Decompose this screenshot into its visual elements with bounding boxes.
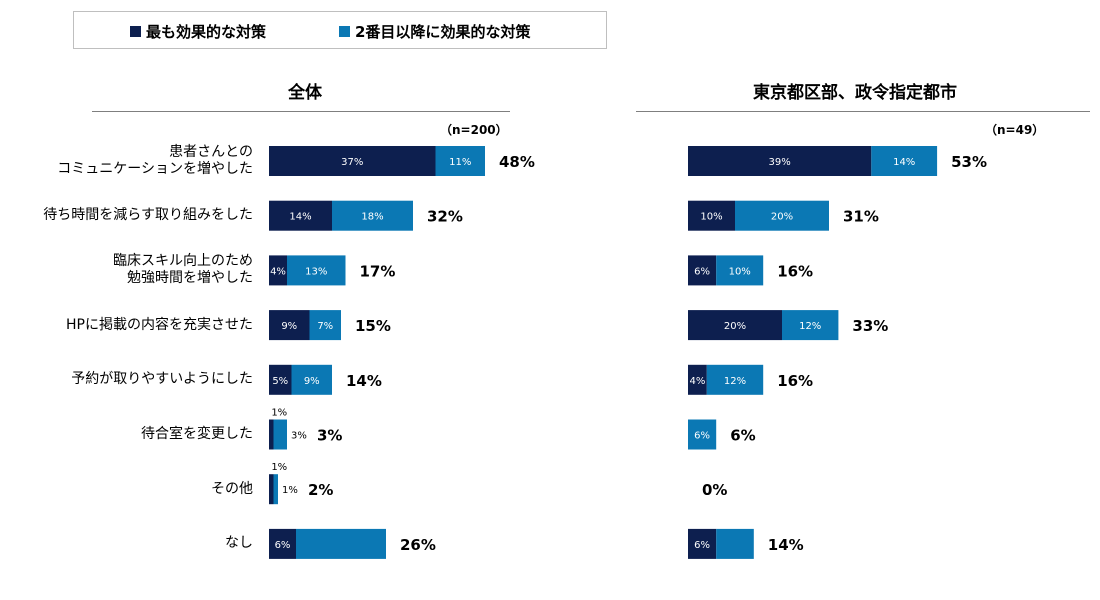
bar-segment xyxy=(688,364,707,395)
data-label: 37% xyxy=(341,157,363,168)
category-label: 臨床スキル向上のため 勉強時間を増やした xyxy=(113,253,253,287)
data-label: 10% xyxy=(729,266,751,277)
data-label: 12% xyxy=(724,376,746,387)
bar-segment xyxy=(688,200,735,231)
data-label: 10% xyxy=(700,212,722,223)
data-label: 14% xyxy=(289,212,311,223)
category-label: 予約が取りやすいようにした xyxy=(71,371,253,388)
bar-segment xyxy=(782,310,839,341)
bar-segment xyxy=(871,146,938,176)
left-title-rule xyxy=(92,111,510,112)
data-label: 6% xyxy=(694,266,710,277)
total-label: 16% xyxy=(777,372,813,390)
bar-segment xyxy=(269,364,292,395)
bar-segment xyxy=(269,419,274,450)
total-label: 17% xyxy=(360,262,396,280)
legend: 最も効果的な対策 2番目以降に効果的な対策 xyxy=(73,11,607,49)
bar-segment xyxy=(269,146,436,176)
bar-segment xyxy=(269,528,296,559)
bar-segment xyxy=(716,528,754,559)
data-label: 12% xyxy=(799,321,821,332)
category-label: 待ち時間を減らす取り組みをした xyxy=(43,207,253,224)
legend-label-secondary: 2番目以降に効果的な対策 xyxy=(355,23,531,41)
bar-segment xyxy=(688,255,717,286)
data-label: 4% xyxy=(270,266,286,277)
total-label: 33% xyxy=(852,317,888,335)
legend-item-primary: 最も効果的な対策 xyxy=(130,21,266,42)
total-label: 15% xyxy=(355,317,391,335)
bar-segment xyxy=(716,255,764,286)
bar-segment xyxy=(435,146,485,176)
legend-label-primary: 最も効果的な対策 xyxy=(146,23,267,41)
bar-segment xyxy=(706,364,764,395)
bar-segment xyxy=(269,200,332,231)
bar-segment xyxy=(269,255,287,286)
total-label: 3% xyxy=(317,427,342,445)
bar-segment xyxy=(269,310,310,341)
total-label: 14% xyxy=(768,536,804,554)
data-label: 11% xyxy=(449,157,471,168)
data-label: 20% xyxy=(771,212,793,223)
data-label: 6% xyxy=(694,431,710,442)
bar-segment xyxy=(273,474,278,505)
data-label: 14% xyxy=(893,157,915,168)
right-panel-title: 東京都区部、政令指定都市 xyxy=(753,83,957,103)
bar-segment xyxy=(287,255,346,286)
data-label: 1% xyxy=(271,408,287,419)
bar-segment xyxy=(269,474,274,505)
bar-segment xyxy=(735,200,829,231)
total-label: 48% xyxy=(499,153,535,171)
data-label: 39% xyxy=(769,157,791,168)
data-label: 6% xyxy=(694,540,710,551)
bar-segment xyxy=(688,310,782,341)
category-label: HPに掲載の内容を充実させた xyxy=(66,316,253,333)
left-n-label: （n=200） xyxy=(440,123,508,137)
data-label: 9% xyxy=(281,321,297,332)
total-label: 16% xyxy=(777,262,813,280)
category-label: 待合室を変更した xyxy=(141,426,253,442)
bar-segment xyxy=(332,200,413,231)
right-n-label: （n=49） xyxy=(985,123,1045,137)
bar-segment xyxy=(273,419,287,450)
bar-segment xyxy=(296,528,386,559)
left-panel-title: 全体 xyxy=(288,83,322,103)
bar-segment xyxy=(688,419,717,450)
data-label: 7% xyxy=(317,321,333,332)
data-label: 9% xyxy=(304,376,320,387)
total-label: 32% xyxy=(427,208,463,226)
bar-segment xyxy=(688,528,717,559)
data-label: 5% xyxy=(272,376,288,387)
category-label: その他 xyxy=(211,480,253,497)
legend-item-secondary: 2番目以降に効果的な対策 xyxy=(339,21,530,42)
legend-swatch-secondary xyxy=(339,26,350,37)
bar-segment xyxy=(291,364,332,395)
total-label: 31% xyxy=(843,208,879,226)
total-label: 53% xyxy=(951,153,987,171)
data-label: 3% xyxy=(291,431,307,442)
bar-segment xyxy=(309,310,341,341)
data-label: 6% xyxy=(275,540,291,551)
total-label: 6% xyxy=(730,427,755,445)
right-title-rule xyxy=(636,111,1090,112)
total-label: 2% xyxy=(308,481,333,499)
data-label: 13% xyxy=(305,266,327,277)
data-label: 20% xyxy=(724,321,746,332)
data-label: 1% xyxy=(282,485,298,496)
data-label: 1% xyxy=(271,462,287,473)
data-label: 4% xyxy=(689,376,705,387)
total-label: 14% xyxy=(346,372,382,390)
data-label: 18% xyxy=(361,212,383,223)
bar-segment xyxy=(688,146,872,176)
total-label: 0% xyxy=(702,481,727,499)
total-label: 26% xyxy=(400,536,436,554)
category-label: なし xyxy=(225,535,253,552)
legend-swatch-primary xyxy=(130,26,141,37)
category-label: 患者さんとの コミュニケーションを増やした xyxy=(57,144,253,177)
